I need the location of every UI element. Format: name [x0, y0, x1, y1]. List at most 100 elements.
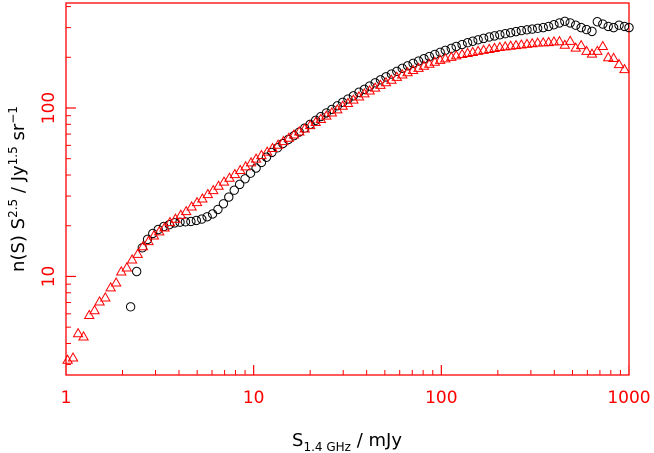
data-point-circle: [424, 51, 435, 62]
y-label-part3: sr: [8, 123, 29, 146]
data-point-circle: [495, 30, 505, 40]
data-point-circle: [549, 20, 559, 30]
y-label-sup3: −1: [6, 106, 20, 124]
data-point-triangle: [347, 94, 359, 104]
data-point-triangle: [548, 35, 560, 46]
data-point-circle: [234, 179, 245, 190]
data-point-circle: [202, 212, 212, 222]
data-point-triangle: [575, 39, 587, 50]
x-tick-label: 100: [425, 388, 457, 408]
data-point-triangle: [613, 58, 625, 69]
data-point-circle: [446, 43, 456, 54]
data-point-triangle: [137, 240, 149, 251]
data-point-triangle: [132, 248, 144, 258]
data-point-circle: [435, 47, 445, 58]
data-point-circle: [245, 168, 256, 178]
data-point-triangle: [72, 327, 84, 338]
data-point-circle: [240, 174, 250, 184]
y-axis: 10 100: [39, 6, 76, 366]
data-point-triangle: [105, 281, 117, 292]
data-point-triangle: [364, 84, 376, 95]
x-label-base: S: [292, 430, 303, 451]
data-point-circle: [527, 24, 537, 34]
data-point-circle: [408, 58, 418, 69]
circle-series: [125, 16, 634, 312]
data-point-circle: [321, 108, 332, 118]
data-point-circle: [598, 19, 608, 29]
data-point-triangle: [375, 79, 386, 89]
data-point-circle: [532, 23, 543, 34]
data-point-triangle: [255, 149, 267, 160]
y-axis-label: n(S) S2.5 / Jy1.5 sr−1: [6, 106, 29, 272]
data-point-triangle: [619, 63, 630, 74]
data-point-triangle: [142, 235, 154, 246]
data-point-circle: [565, 18, 575, 28]
data-point-triangle: [581, 45, 593, 55]
data-point-triangle: [89, 304, 101, 315]
data-point-circle: [359, 84, 370, 95]
data-point-circle: [419, 54, 429, 64]
data-point-triangle: [288, 129, 300, 139]
data-point-triangle: [315, 113, 327, 123]
data-point-circle: [402, 61, 413, 71]
data-point-triangle: [67, 351, 79, 362]
data-point-circle: [581, 24, 592, 35]
data-point-triangle: [532, 37, 544, 47]
data-point-triangle: [159, 221, 170, 232]
data-point-circle: [153, 224, 163, 235]
data-point-circle: [489, 31, 500, 41]
data-point-circle: [473, 35, 483, 45]
data-point-circle: [191, 215, 202, 226]
data-point-triangle: [586, 48, 598, 58]
data-point-triangle: [121, 261, 133, 272]
x-axis-label: S1.4 GHz / mJy: [292, 430, 402, 453]
data-point-circle: [451, 41, 461, 52]
y-label-sup1: 2.5: [6, 199, 20, 218]
data-point-triangle: [385, 74, 397, 84]
data-point-circle: [267, 147, 277, 158]
data-point-circle: [213, 204, 223, 215]
triangle-series: [62, 35, 630, 364]
data-point-circle: [505, 27, 516, 38]
data-point-circle: [511, 26, 521, 37]
data-point-circle: [603, 21, 613, 32]
data-point-circle: [169, 218, 180, 228]
data-point-circle: [457, 39, 467, 50]
x-tick-label: 1: [61, 388, 72, 408]
plot-area: [62, 16, 634, 364]
data-point-triangle: [369, 82, 381, 92]
data-point-triangle: [326, 106, 338, 117]
data-point-triangle: [553, 35, 565, 46]
data-point-circle: [197, 214, 207, 224]
data-point-circle: [624, 22, 634, 33]
x-label-rest: / mJy: [351, 430, 402, 451]
data-point-triangle: [99, 291, 111, 302]
data-point-triangle: [602, 51, 614, 62]
data-point-triangle: [597, 40, 609, 51]
data-point-triangle: [358, 87, 370, 98]
data-point-triangle: [591, 45, 603, 55]
data-point-circle: [468, 36, 478, 46]
data-point-triangle: [564, 35, 576, 45]
x-tick-label: 1000: [607, 388, 650, 408]
data-point-circle: [218, 199, 229, 209]
y-label-part1: n(S) S: [8, 218, 29, 272]
data-point-circle: [261, 152, 272, 162]
data-point-circle: [608, 22, 619, 33]
data-point-circle: [592, 17, 603, 27]
y-label-part2: / Jy: [8, 165, 29, 199]
data-point-circle: [354, 87, 364, 97]
data-point-circle: [251, 163, 261, 173]
plot-frame: [65, 2, 630, 376]
data-point-triangle: [320, 110, 332, 120]
y-label-sup2: 1.5: [6, 146, 20, 165]
data-point-triangle: [537, 36, 549, 47]
data-point-triangle: [283, 132, 295, 142]
data-point-circle: [430, 49, 440, 60]
data-point-circle: [462, 38, 473, 48]
data-point-circle: [587, 26, 597, 37]
data-point-triangle: [83, 309, 95, 319]
data-point-circle: [522, 25, 532, 35]
data-point-triangle: [293, 125, 305, 136]
